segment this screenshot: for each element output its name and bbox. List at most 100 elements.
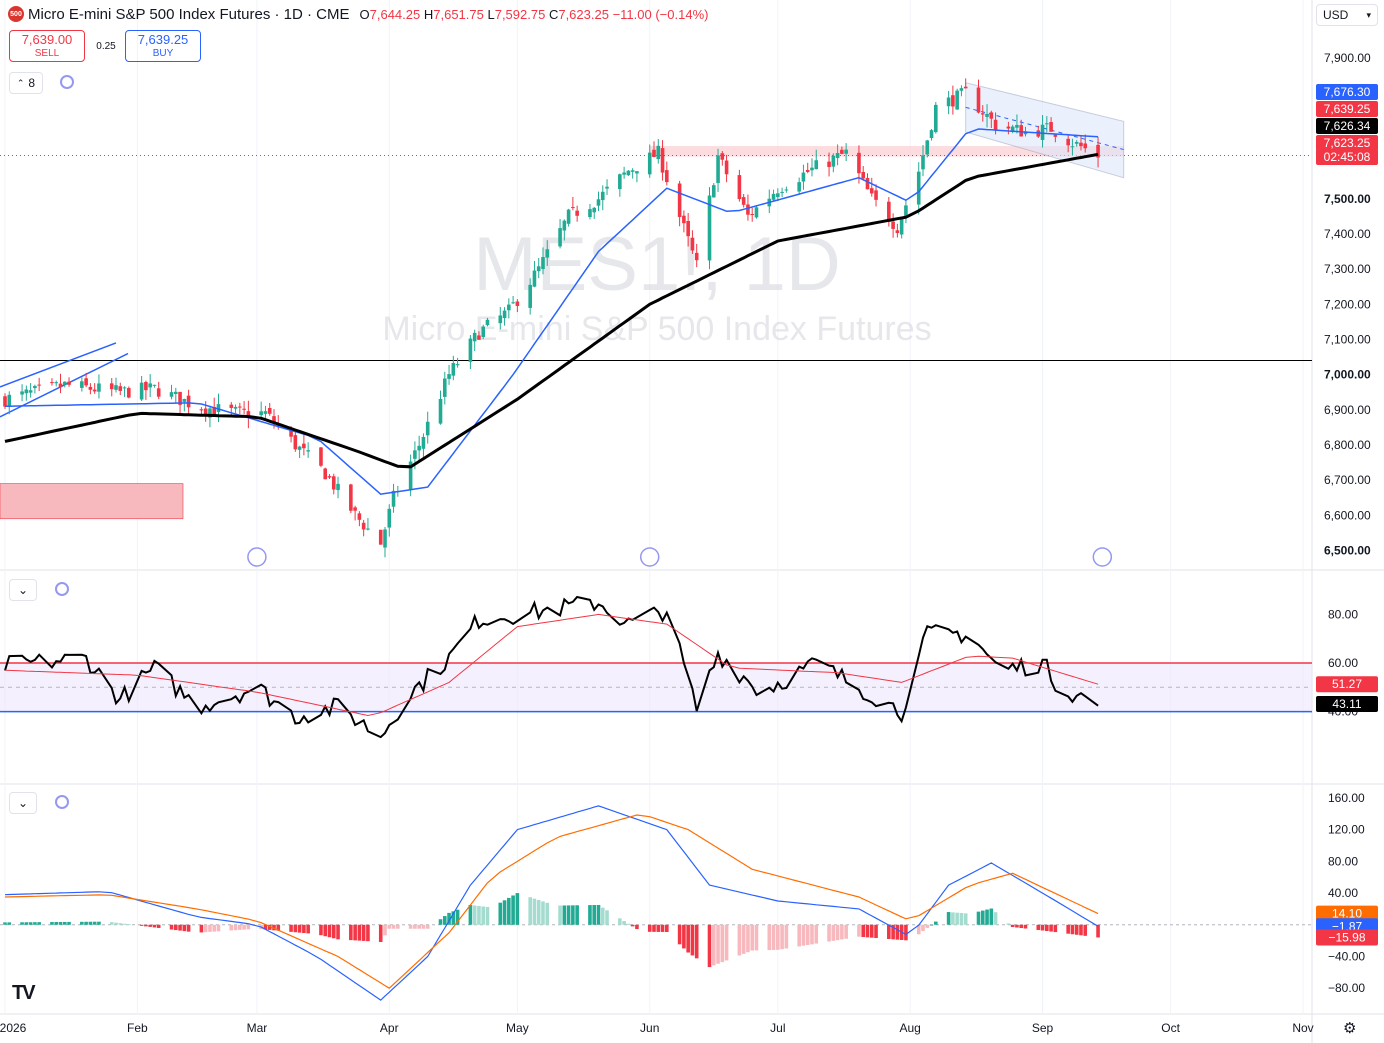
macd-histogram-bar (468, 904, 473, 925)
macd-histogram-bar (660, 924, 665, 932)
candle-body (455, 364, 460, 366)
chevron-down-icon: ▾ (1366, 9, 1371, 20)
macd-histogram-bar (118, 923, 123, 925)
price-pane[interactable] (0, 78, 1312, 567)
candle-body (297, 446, 302, 450)
rsi-tick-label: 80.00 (1328, 607, 1358, 621)
candle-body (784, 189, 789, 191)
candle-body (532, 270, 537, 287)
time-tick-label: Feb (127, 1021, 148, 1035)
candle-body (208, 408, 212, 418)
symbol-logo-icon[interactable]: 500 (8, 6, 24, 22)
candle-body (1066, 138, 1070, 146)
candle-body (600, 191, 605, 201)
macd-histogram-bar (263, 924, 268, 930)
macd-histogram-bar (985, 909, 989, 925)
macd-histogram-bar (148, 924, 152, 927)
buy-button[interactable]: 7,639.25 BUY (125, 30, 201, 62)
macd-histogram-bar (242, 924, 246, 930)
candle-body (566, 209, 571, 224)
candle-body (737, 175, 742, 200)
macd-histogram-bar (716, 924, 720, 964)
macd-histogram-bar (276, 924, 281, 931)
macd-histogram-bar (630, 924, 635, 927)
demand-zone (0, 483, 184, 520)
indicator-count: 8 (28, 76, 36, 90)
candle-body (97, 383, 101, 392)
candle-body (630, 170, 635, 172)
price-tick-label: 6,700.00 (1324, 473, 1371, 487)
candle-body (665, 170, 669, 183)
candle-body (857, 152, 861, 174)
indicators-toggle[interactable]: ⌃ 8 (9, 72, 43, 94)
candle-body (263, 411, 268, 414)
watermark-name: Micro E-mini S&P 500 Index Futures (382, 310, 931, 348)
price-tick-label: 7,400.00 (1324, 227, 1371, 241)
rsi-collapse-button[interactable]: ⌄ (9, 579, 37, 601)
candle-body (442, 378, 447, 397)
gear-icon[interactable]: ⚙ (1343, 1020, 1357, 1037)
candle-body (976, 87, 981, 113)
candle-body (677, 183, 682, 217)
macd-histogram-bar (677, 924, 682, 945)
candle-body (438, 399, 443, 424)
candle-body (447, 374, 451, 379)
macd-pane[interactable] (0, 805, 1312, 1001)
time-tick-label: May (506, 1021, 529, 1035)
price-tick-label: 6,600.00 (1324, 508, 1371, 522)
candle-body (1083, 143, 1088, 149)
candle-body (622, 172, 626, 175)
candle-body (357, 513, 362, 520)
macd-histogram-bar (212, 924, 217, 932)
candle-body (289, 429, 293, 437)
candle-body (929, 130, 934, 139)
refresh-icon[interactable] (60, 75, 74, 89)
symbol-title[interactable]: Micro E-mini S&P 500 Index Futures · 1D … (28, 5, 350, 23)
macd-histogram-bar (652, 924, 656, 932)
candle-body (660, 148, 665, 173)
candle-body (323, 468, 328, 480)
price-tag (1316, 84, 1378, 100)
macd-histogram-bar (647, 924, 652, 932)
macd-refresh-icon[interactable] (55, 795, 69, 809)
macd-histogram-bar (566, 905, 571, 925)
macd-tick-label: −80.00 (1328, 981, 1365, 995)
candle-body (899, 218, 904, 235)
rsi-pane[interactable] (0, 595, 1312, 739)
candle-body (387, 508, 392, 528)
macd-histogram-bar (1023, 924, 1028, 929)
sell-button[interactable]: 7,639.00 SELL (9, 30, 85, 62)
rsi-line (4, 595, 1099, 739)
macd-histogram-bar (297, 924, 302, 933)
candle-body (144, 382, 148, 391)
candle-body (477, 335, 481, 340)
candle-body (810, 167, 814, 171)
macd-histogram-bar (750, 924, 755, 951)
macd-histogram-bar (361, 924, 366, 941)
rsi-price-tag (1316, 676, 1378, 693)
macd-histogram-bar (357, 924, 362, 941)
candle-body (1040, 124, 1045, 140)
macd-histogram-bar (831, 924, 836, 941)
candle-body (383, 529, 387, 548)
macd-price-tag-label: −15.98 (1328, 930, 1365, 944)
low-label: L (487, 6, 495, 22)
macd-histogram-bar (233, 924, 238, 931)
buy-label: BUY (152, 48, 174, 59)
candle-body (425, 421, 430, 436)
candle-body (605, 186, 609, 189)
candle-body (259, 411, 263, 416)
currency-select[interactable]: USD ▾ (1316, 4, 1378, 26)
candle-body (122, 387, 127, 389)
macd-histogram-bar (976, 911, 981, 925)
time-tick-label: Mar (247, 1021, 268, 1035)
macd-histogram-bar (874, 924, 878, 938)
candle-body (831, 155, 836, 167)
candle-body (840, 149, 844, 154)
macd-histogram-bar (1070, 924, 1075, 935)
macd-histogram-bar (67, 921, 71, 925)
macd-collapse-button[interactable]: ⌄ (9, 792, 37, 814)
rsi-refresh-icon[interactable] (55, 582, 69, 596)
candle-body (139, 382, 144, 400)
